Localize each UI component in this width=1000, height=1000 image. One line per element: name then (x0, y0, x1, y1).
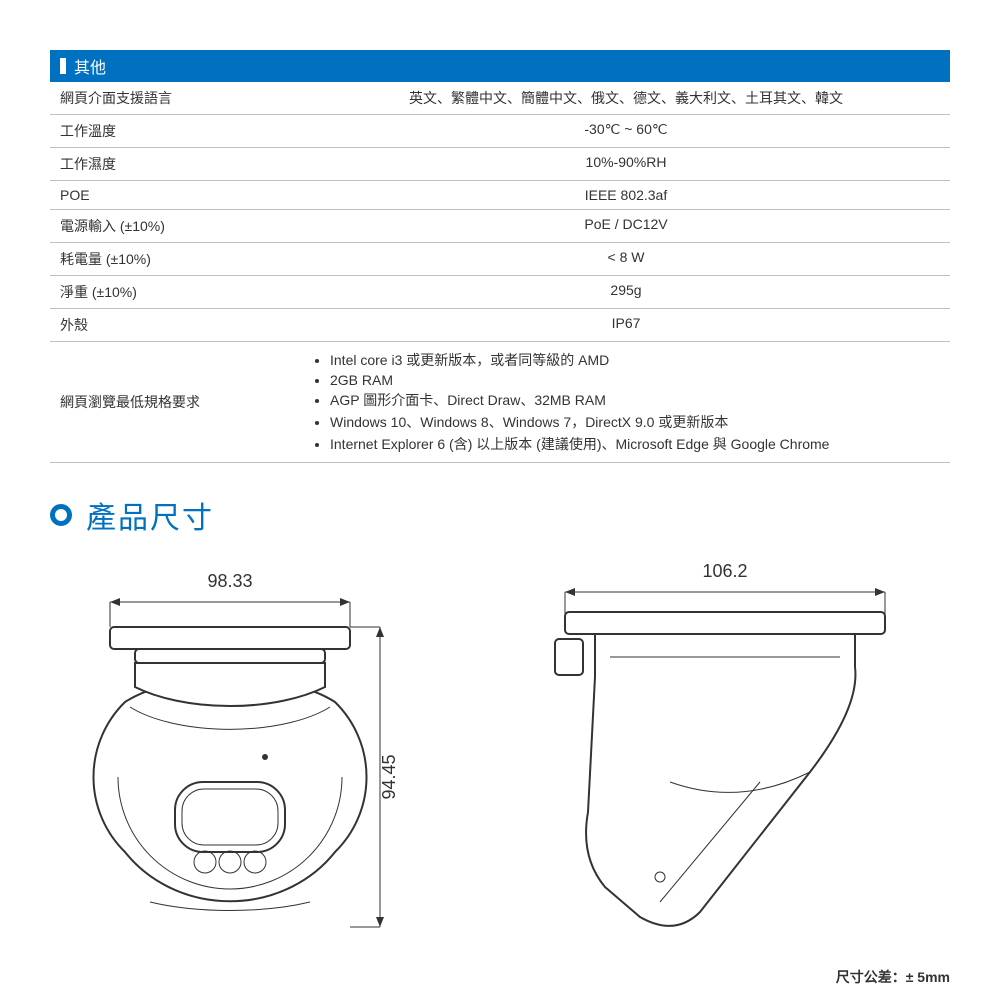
table-row: 淨重 (±10%)295g (50, 276, 950, 309)
list-item: Windows 10、Windows 8、Windows 7，DirectX 9… (330, 412, 940, 432)
side-view-diagram: 106.2 (510, 557, 950, 977)
table-row: POEIEEE 802.3af (50, 181, 950, 210)
spec-value: -30℃ ~ 60℃ (302, 115, 950, 148)
front-view-diagram: 98.33 94.45 (50, 557, 450, 977)
spec-value: 英文、繁體中文、簡體中文、俄文、德文、義大利文、土耳其文、韓文 (302, 82, 950, 115)
table-row: 網頁介面支援語言英文、繁體中文、簡體中文、俄文、德文、義大利文、土耳其文、韓文 (50, 82, 950, 115)
dim-front-width: 98.33 (207, 571, 252, 591)
spec-label: 耗電量 (±10%) (50, 243, 302, 276)
dim-front-height: 94.45 (379, 754, 399, 799)
table-row: 網頁瀏覽最低規格要求Intel core i3 或更新版本，或者同等級的 AMD… (50, 342, 950, 463)
table-row: 耗電量 (±10%)< 8 W (50, 243, 950, 276)
dimensions-title: 產品尺寸 (86, 493, 214, 537)
spec-value: IEEE 802.3af (302, 181, 950, 210)
spec-label: 電源輸入 (±10%) (50, 210, 302, 243)
spec-label: 網頁瀏覽最低規格要求 (50, 342, 302, 463)
dim-side-width: 106.2 (702, 561, 747, 581)
spec-table: 網頁介面支援語言英文、繁體中文、簡體中文、俄文、德文、義大利文、土耳其文、韓文工… (50, 82, 950, 463)
spec-label: 工作濕度 (50, 148, 302, 181)
spec-value: 295g (302, 276, 950, 309)
table-row: 電源輸入 (±10%)PoE / DC12V (50, 210, 950, 243)
section-header: 其他 (50, 50, 950, 82)
table-row: 工作溫度-30℃ ~ 60℃ (50, 115, 950, 148)
spec-label: 外殼 (50, 309, 302, 342)
list-item: Intel core i3 或更新版本，或者同等級的 AMD (330, 350, 940, 370)
spec-label: 淨重 (±10%) (50, 276, 302, 309)
spec-label: 工作溫度 (50, 115, 302, 148)
spec-value: PoE / DC12V (302, 210, 950, 243)
list-item: AGP 圖形介面卡、Direct Draw、32MB RAM (330, 390, 940, 410)
spec-value: < 8 W (302, 243, 950, 276)
diagrams-row: 98.33 94.45 (50, 557, 950, 977)
spec-value: IP67 (302, 309, 950, 342)
list-item: 2GB RAM (330, 372, 940, 388)
table-row: 外殼IP67 (50, 309, 950, 342)
spec-label: POE (50, 181, 302, 210)
spec-label: 網頁介面支援語言 (50, 82, 302, 115)
table-row: 工作濕度10%-90%RH (50, 148, 950, 181)
list-item: Internet Explorer 6 (含) 以上版本 (建議使用)、Micr… (330, 434, 940, 454)
section-title: 其他 (74, 54, 106, 78)
spec-value: Intel core i3 或更新版本，或者同等級的 AMD 2GB RAM AGP… (302, 342, 950, 463)
spec-value: 10%-90%RH (302, 148, 950, 181)
tolerance-note: 尺寸公差：± 5mm (836, 967, 950, 987)
bullet-icon (50, 504, 72, 526)
header-bar-icon (60, 58, 66, 74)
dimensions-heading: 產品尺寸 (50, 493, 950, 537)
requirements-list: Intel core i3 或更新版本，或者同等級的 AMD 2GB RAM AGP… (312, 350, 940, 454)
